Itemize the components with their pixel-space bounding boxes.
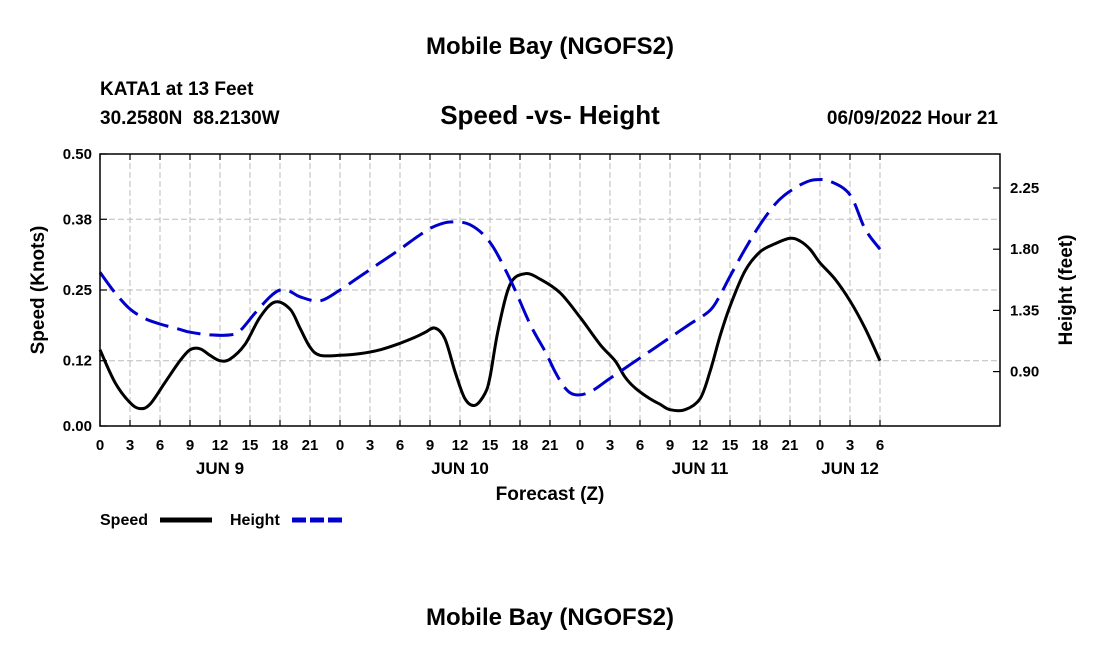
x-tick-label: 6 bbox=[396, 437, 404, 454]
x-tick-label: 0 bbox=[816, 437, 824, 454]
x-tick-label: 3 bbox=[126, 437, 134, 454]
x-tick-label: 12 bbox=[452, 437, 469, 454]
series-line-height bbox=[98, 177, 882, 397]
x-tick-label: 6 bbox=[636, 437, 644, 454]
y-left-tick-label: 0.50 bbox=[63, 146, 92, 163]
x-tick-label: 6 bbox=[876, 437, 884, 454]
legend-speed-label: Speed bbox=[100, 512, 148, 529]
y-right-tick-label: 0.90 bbox=[1010, 364, 1039, 381]
chart-title: Mobile Bay (NGOFS2) bbox=[426, 33, 674, 60]
x-tick-label: 0 bbox=[96, 437, 104, 454]
x-tick-label: 21 bbox=[542, 437, 559, 454]
day-label: JUN 9 bbox=[196, 459, 244, 478]
x-axis-label: Forecast (Z) bbox=[496, 484, 605, 505]
x-tick-label: 15 bbox=[722, 437, 739, 454]
x-tick-label: 12 bbox=[212, 437, 229, 454]
x-tick-label: 15 bbox=[242, 437, 259, 454]
y-left-tick-label: 0.38 bbox=[63, 211, 92, 228]
x-tick-label: 18 bbox=[272, 437, 289, 454]
station-coordinates: 30.2580N 88.2130W bbox=[100, 108, 280, 129]
x-tick-label: 18 bbox=[752, 437, 769, 454]
x-tick-label: 3 bbox=[606, 437, 614, 454]
x-tick-label: 3 bbox=[846, 437, 854, 454]
y-right-tick-label: 1.80 bbox=[1010, 241, 1039, 258]
x-tick-label: 21 bbox=[302, 437, 319, 454]
day-label: JUN 10 bbox=[431, 459, 489, 478]
day-label: JUN 12 bbox=[821, 459, 879, 478]
x-tick-label: 15 bbox=[482, 437, 499, 454]
forecast-datetime: 06/09/2022 Hour 21 bbox=[827, 108, 999, 129]
footer-title: Mobile Bay (NGOFS2) bbox=[426, 604, 674, 631]
series-line-speed bbox=[98, 236, 882, 413]
x-tick-label: 9 bbox=[426, 437, 434, 454]
x-tick-label: 9 bbox=[666, 437, 674, 454]
x-tick-label: 0 bbox=[336, 437, 344, 454]
chart-subtitle: Speed -vs- Height bbox=[440, 100, 660, 130]
y-axis-right-label: Height (feet) bbox=[1056, 235, 1077, 346]
grid-lines bbox=[99, 153, 1000, 427]
y-axis-left-label: Speed (Knots) bbox=[28, 226, 49, 355]
station-label: KATA1 at 13 Feet bbox=[100, 79, 254, 100]
axes: 0 3 6 9 12 15 18 21 0 3 6 9 12 15 18 21 0 3 6 9 12 15 18 21 0 3 6 J… bbox=[63, 146, 1039, 478]
x-tick-label: 6 bbox=[156, 437, 164, 454]
x-tick-label: 21 bbox=[782, 437, 799, 454]
y-right-tick-label: 2.25 bbox=[1010, 180, 1039, 197]
x-tick-label: 12 bbox=[692, 437, 709, 454]
x-tick-label: 3 bbox=[366, 437, 374, 454]
x-tick-label: 18 bbox=[512, 437, 529, 454]
y-left-tick-label: 0.12 bbox=[63, 353, 92, 370]
x-tick-label: 0 bbox=[576, 437, 584, 454]
y-left-tick-label: 0.00 bbox=[63, 418, 92, 435]
x-tick-label: 9 bbox=[186, 437, 194, 454]
legend: Speed Height bbox=[100, 512, 344, 529]
legend-height-label: Height bbox=[230, 512, 280, 529]
day-label: JUN 11 bbox=[672, 459, 729, 478]
y-left-tick-label: 0.25 bbox=[63, 282, 92, 299]
series-layer bbox=[98, 177, 882, 413]
y-right-tick-label: 1.35 bbox=[1010, 302, 1039, 319]
